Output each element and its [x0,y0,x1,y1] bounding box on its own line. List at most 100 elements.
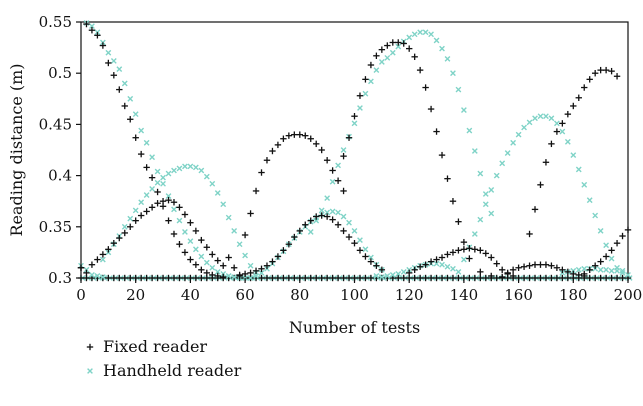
data-point [143,208,150,215]
data-point [498,266,506,274]
y-tick-label: 0.5 [48,64,72,82]
data-point [564,138,571,145]
data-point [143,164,150,171]
data-point [329,208,336,215]
data-point [187,238,194,245]
data-point [537,261,544,268]
baseline-point-fixed [110,274,118,282]
data-point [509,266,517,274]
data-point [570,152,577,159]
baseline-point-fixed [137,274,145,282]
data-point [548,115,555,122]
data-point [591,70,599,77]
data-point [581,181,588,188]
data-point [422,29,429,36]
data-point [488,272,495,280]
data-point [198,167,205,174]
data-point [176,241,183,248]
data-point [149,186,156,192]
data-point [515,264,522,271]
data-point [346,219,352,226]
data-point [99,42,107,49]
x-tick-label: 120 [395,286,424,304]
data-point [477,247,484,254]
legend: Fixed reader Handheld reader [86,337,242,380]
data-point [324,209,331,216]
data-point [121,80,128,87]
baseline-point-fixed [400,274,407,282]
data-point [428,31,434,38]
baseline-point-fixed [493,274,500,282]
data-point [602,253,610,260]
baseline-point-fixed [116,274,123,282]
baseline-point-fixed [263,274,271,282]
data-point [624,226,632,234]
data-point [597,228,604,234]
data-point [433,37,440,44]
data-point [537,113,544,120]
baseline-point-fixed [313,274,320,282]
baseline-point-fixed [477,274,484,282]
data-point [357,237,363,244]
data-point [89,23,95,29]
data-point [510,139,517,146]
data-point [116,234,123,242]
data-point [340,213,347,220]
baseline-point-fixed [537,274,544,282]
data-point [154,168,161,175]
data-point [592,212,599,219]
data-point [603,242,610,249]
data-point [553,264,561,271]
data-point [116,86,123,93]
data-point [182,163,188,170]
baseline-point-fixed [291,274,298,282]
data-point [263,262,271,269]
data-point [531,261,539,268]
baseline-point-fixed [471,274,479,282]
data-point [154,188,161,196]
data-point [444,251,451,258]
data-point [137,212,145,219]
data-point [351,113,358,120]
data-point [160,174,166,181]
x-tick-label: 0 [76,286,86,304]
baseline-point-fixed [542,274,550,282]
data-point [373,262,380,269]
series-fixed-reader [77,20,632,281]
data-point [520,263,528,270]
baseline-point-fixed [198,274,205,282]
data-point [466,255,473,262]
data-point [160,180,166,187]
data-point [209,264,216,271]
data-point [77,264,85,271]
x-axis-ticks: 0 20 40 60 80 100 120 140 160 180 200 [76,278,642,304]
data-point [192,164,199,171]
data-point [252,267,260,275]
data-point [493,260,500,267]
data-point [378,274,385,280]
data-point [345,134,353,141]
data-point [416,66,424,74]
data-point [466,245,473,252]
data-point [450,70,456,77]
data-point [181,211,189,218]
data-point [471,246,479,253]
data-point [608,67,615,75]
data-point [532,115,538,122]
data-point [537,181,544,189]
data-point [406,269,413,277]
baseline-point-fixed [258,274,265,282]
baseline-point-fixed [154,274,161,282]
baseline-point-fixed [395,274,402,282]
y-axis-ticks: 0.3 0.35 0.4 0.45 0.5 0.55 [39,13,81,287]
data-point [362,90,369,97]
data-point [220,262,227,269]
data-point [335,162,341,169]
baseline-point-fixed [449,274,457,282]
data-point [373,52,380,59]
data-point [515,131,522,138]
data-point [417,29,424,36]
data-point [564,268,572,276]
data-point [460,238,468,246]
baseline-point-fixed [323,274,331,282]
